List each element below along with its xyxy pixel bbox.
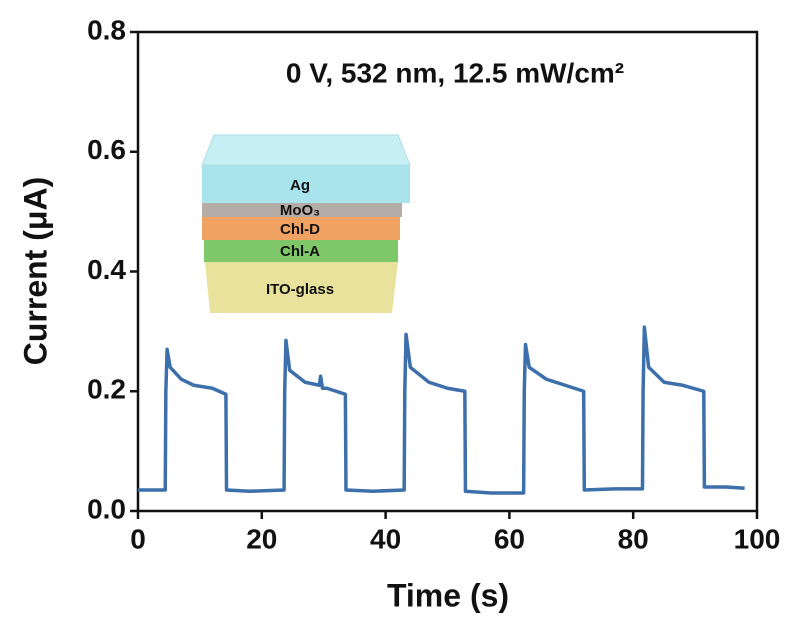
data-line xyxy=(138,325,745,495)
x-tick-label: 100 xyxy=(734,523,781,554)
annotation: 0 V, 532 nm, 12.5 mW/cm² xyxy=(286,57,624,88)
ag-top xyxy=(201,134,411,166)
y-tick-label: 0.0 xyxy=(87,493,126,524)
ag-layer xyxy=(202,165,410,203)
inset-label: MoO₃ xyxy=(280,202,320,219)
x-tick-label: 20 xyxy=(246,523,277,554)
chl-a-layer xyxy=(204,240,398,262)
y-tick-label: 0.6 xyxy=(87,134,126,165)
x-tick-label: 0 xyxy=(130,523,146,554)
inset-label: Chl-A xyxy=(280,243,320,260)
device-inset: Ag MoO₃ Chl-D Chl-A ITO-glass xyxy=(201,134,411,313)
moo3-layer xyxy=(202,203,402,217)
ito-layer xyxy=(205,262,398,313)
x-tick-label: 60 xyxy=(494,523,525,554)
y-tick-label: 0.8 xyxy=(87,14,126,45)
x-tick-label: 80 xyxy=(618,523,649,554)
y-tick-label: 0.4 xyxy=(87,254,126,285)
inset-label: Chl-D xyxy=(280,221,320,238)
y-axis-title: Current (μA) xyxy=(17,177,53,365)
x-tick-label: 40 xyxy=(370,523,401,554)
chl-d-layer xyxy=(202,217,400,240)
inset-label: ITO-glass xyxy=(266,281,334,298)
x-axis-title: Time (s) xyxy=(387,577,509,613)
y-tick-label: 0.2 xyxy=(87,374,126,405)
inset-label: Ag xyxy=(290,177,310,194)
